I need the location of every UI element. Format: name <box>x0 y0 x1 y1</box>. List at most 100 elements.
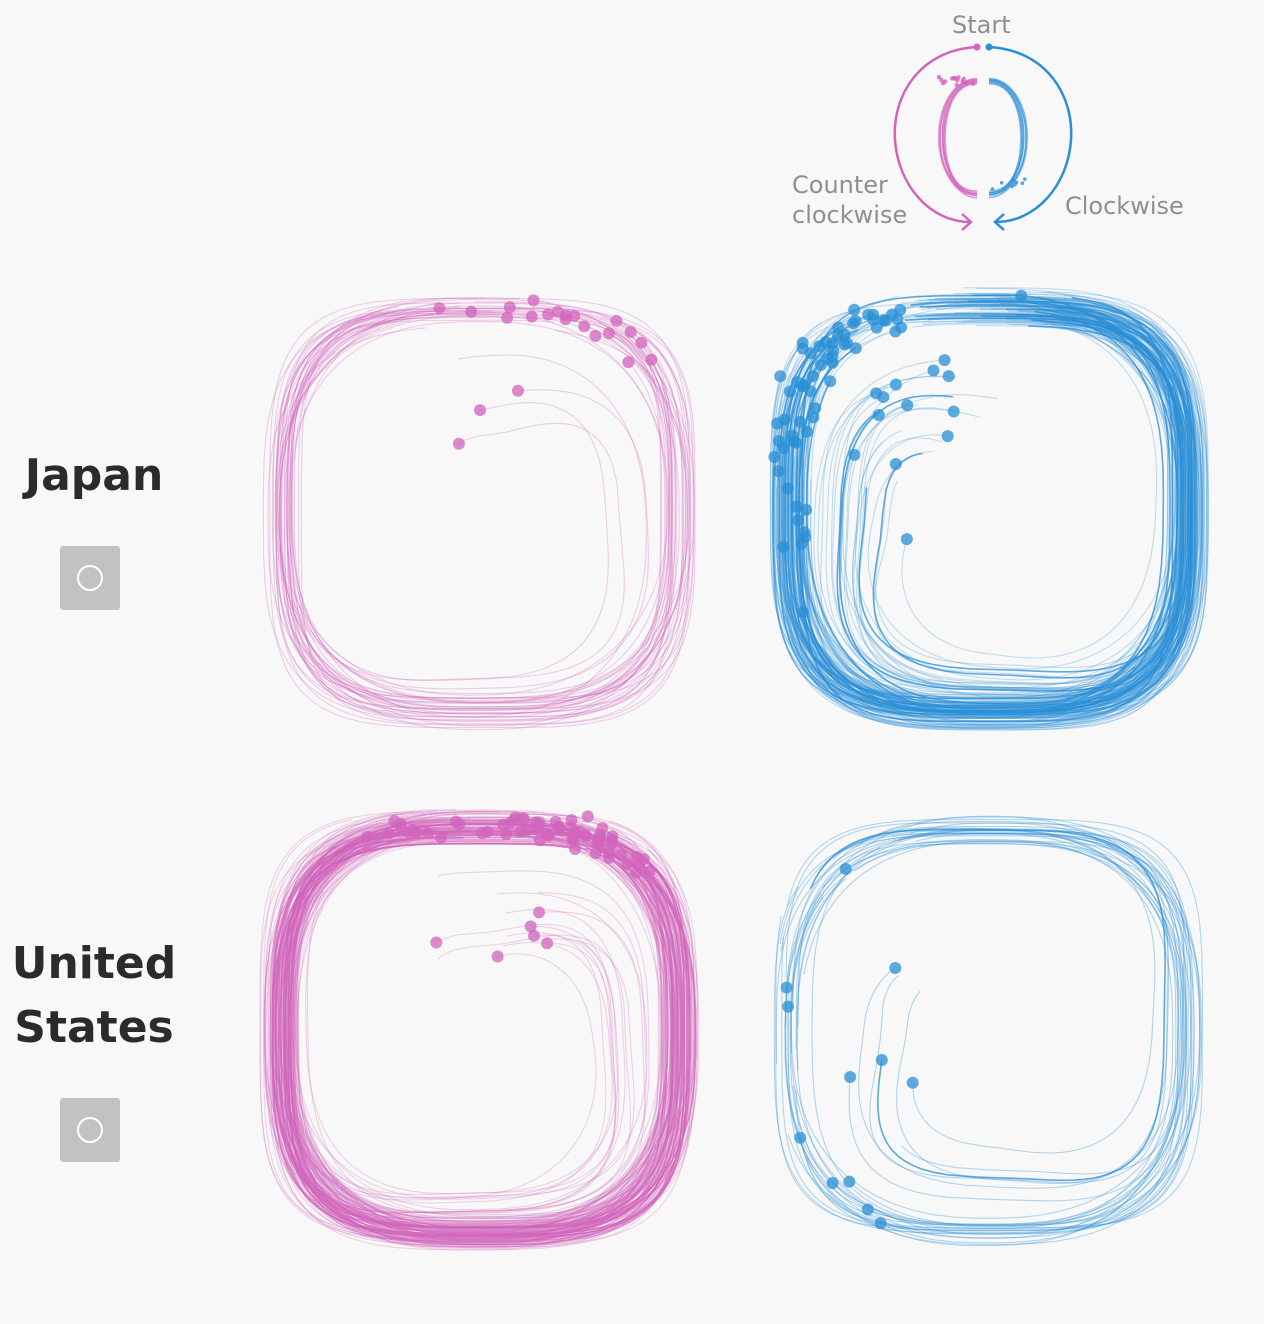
stroke-path <box>277 312 694 699</box>
stroke-path <box>284 302 662 709</box>
stroke-path <box>805 828 1179 1235</box>
united-states-draw-circle-button[interactable] <box>60 1098 120 1162</box>
stroke-path <box>780 293 1202 713</box>
stroke-path <box>283 821 680 1246</box>
stroke-path <box>288 829 672 1241</box>
stroke-path <box>798 299 1188 722</box>
stroke-end-dot <box>796 606 809 619</box>
stroke-end-dot <box>900 533 913 546</box>
stroke-path <box>869 833 1169 1184</box>
stroke-end-dot <box>541 828 554 841</box>
stroke-end-dot <box>524 920 537 933</box>
stroke-path <box>281 836 677 1222</box>
stroke-path <box>296 824 677 1244</box>
stroke-end-dot <box>615 849 627 861</box>
stroke-end-dots <box>361 810 656 963</box>
stroke-path <box>274 830 674 1244</box>
stroke-end-dot <box>603 846 616 859</box>
stroke-path <box>798 302 1174 719</box>
stroke-path <box>288 833 668 1232</box>
stroke-path <box>270 826 681 1249</box>
stroke-path <box>272 307 696 710</box>
stroke-path <box>273 827 673 1226</box>
stroke-path <box>284 828 663 1243</box>
stroke-path <box>305 832 619 1195</box>
stroke-path <box>294 826 674 1244</box>
stroke-end-dot <box>606 834 619 847</box>
stroke-path <box>279 825 669 1241</box>
stroke-end-dot <box>806 370 819 383</box>
stroke-end-dot <box>807 411 820 424</box>
stroke-path <box>790 833 1187 1219</box>
stroke-path <box>290 811 668 1237</box>
stroke-path <box>285 820 690 1229</box>
circle-icon <box>77 565 103 591</box>
row-label-japan: Japan <box>24 450 164 501</box>
stroke-path <box>787 826 1187 1232</box>
stroke-path <box>277 840 686 1224</box>
stroke-path <box>791 305 1193 716</box>
stroke-end-dot <box>581 810 594 823</box>
stroke-path <box>805 316 1179 711</box>
stroke-path <box>284 824 663 1233</box>
stroke-end-dot <box>947 405 960 418</box>
stroke-end-dot <box>433 302 446 315</box>
stroke-path <box>782 298 1202 716</box>
stroke-path <box>790 822 1201 1236</box>
stroke-end-dot <box>525 310 538 323</box>
stroke-end-dot <box>814 359 827 371</box>
stroke-path <box>787 299 1194 718</box>
stroke-end-dot <box>780 981 793 994</box>
stroke-end-dot <box>794 1131 807 1144</box>
stroke-path <box>811 829 1185 1226</box>
stroke-path <box>817 312 1184 695</box>
stroke-path <box>796 312 1191 713</box>
stroke-path <box>292 813 682 1233</box>
stroke-end-dot <box>877 391 890 403</box>
stroke-path <box>290 297 609 682</box>
stroke-path <box>836 308 1190 692</box>
stroke-path <box>772 300 1197 717</box>
stroke-path <box>285 828 689 1243</box>
stroke-end-dot <box>474 404 486 417</box>
stroke-end-dot <box>792 514 804 527</box>
stroke-end-dot <box>645 353 658 366</box>
stroke-path <box>781 306 1189 699</box>
row-label-united-states: United States <box>11 938 177 1053</box>
stroke-path <box>790 316 1202 707</box>
stroke-path <box>278 830 672 1234</box>
stroke-path <box>296 839 620 1195</box>
stroke-path <box>276 314 690 703</box>
stroke-end-dot <box>938 354 951 367</box>
stroke-path <box>285 820 690 1236</box>
stroke-end-dot <box>790 436 803 449</box>
stroke-path <box>291 306 671 711</box>
stroke-path <box>875 319 1182 669</box>
stroke-path <box>790 294 1178 712</box>
stroke-path <box>284 835 675 1239</box>
stroke-end-dot <box>872 409 885 421</box>
stroke-path <box>290 811 682 1238</box>
stroke-path <box>288 321 668 704</box>
stroke-path <box>286 306 687 718</box>
stroke-path <box>274 819 616 1214</box>
stroke-path <box>786 317 1182 700</box>
stroke-end-dot <box>382 827 395 840</box>
stroke-path <box>269 838 696 1228</box>
stroke-path <box>278 306 689 727</box>
stroke-end-dot <box>430 936 443 949</box>
stroke-end-dot <box>435 831 448 844</box>
stroke-path <box>795 830 1189 1229</box>
stroke-path <box>294 819 675 1231</box>
stroke-end-dot <box>848 448 861 461</box>
stroke-end-dot <box>844 1071 857 1083</box>
stroke-end-dot <box>512 384 524 397</box>
japan-draw-circle-button[interactable] <box>60 546 120 610</box>
stroke-end-dot <box>849 314 862 327</box>
stroke-path <box>792 303 1187 708</box>
stroke-path <box>779 832 1182 1202</box>
stroke-path <box>264 822 684 1235</box>
stroke-end-dot <box>528 929 540 942</box>
legend-mini-counter-clockwise <box>936 74 978 199</box>
stroke-path <box>292 828 681 1248</box>
